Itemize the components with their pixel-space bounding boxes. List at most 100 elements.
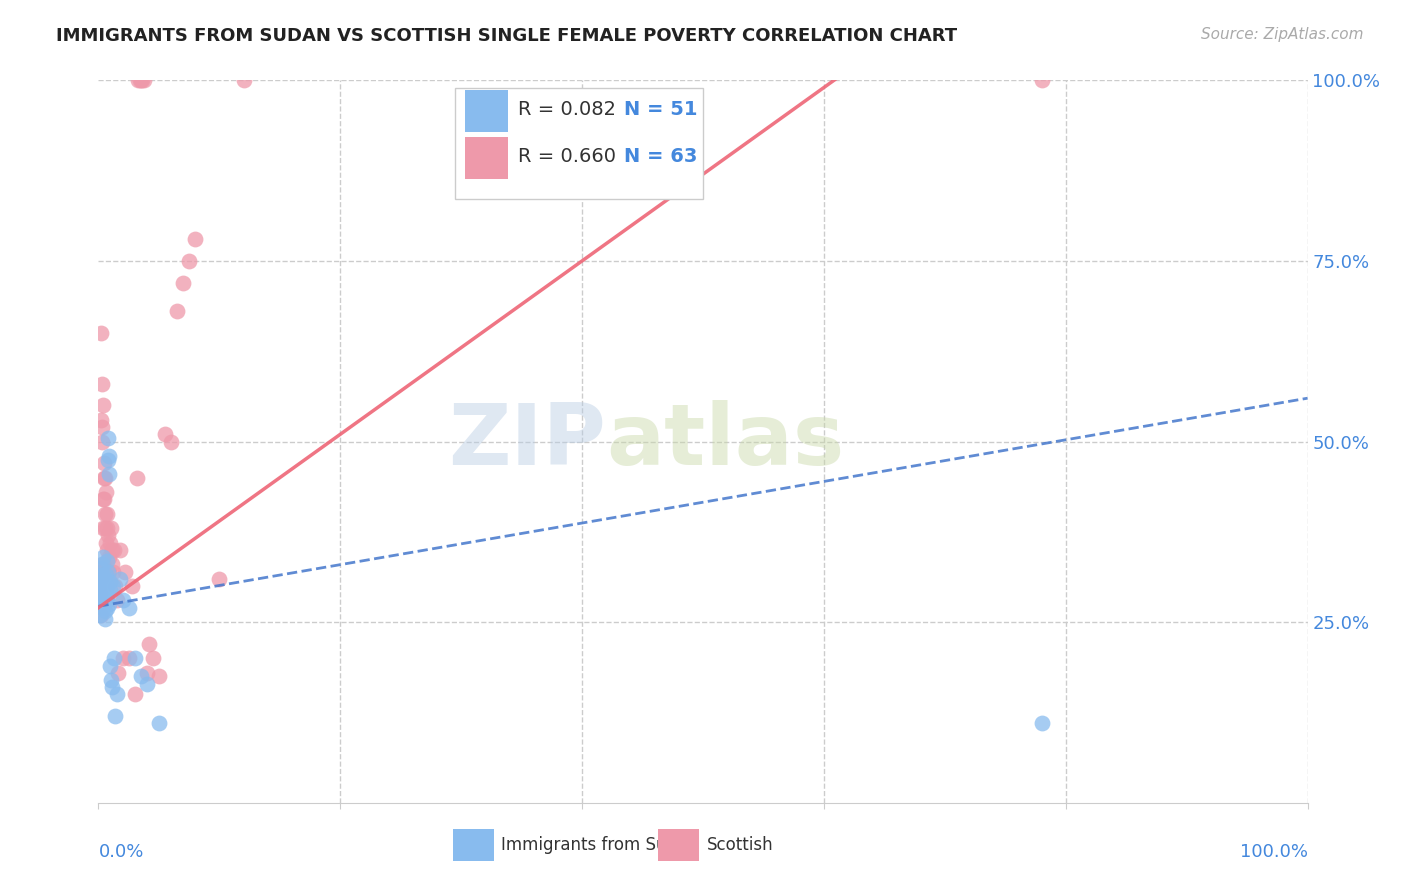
Text: Source: ZipAtlas.com: Source: ZipAtlas.com [1201,27,1364,42]
Point [96,535,118,549]
Text: 100.0%: 100.0% [1240,843,1308,861]
Point [1031,73,1053,87]
Point [94,593,117,607]
Point [97,565,120,579]
Point [96,600,118,615]
Point [129,669,152,683]
Point [94,579,117,593]
Point [96,521,118,535]
Point [179,253,201,268]
Point [90,607,112,622]
Point [91,434,114,449]
Point [98,550,121,565]
Point [135,665,157,680]
Point [96,568,118,582]
Point [172,276,194,290]
Point [89,579,111,593]
Point [90,586,112,600]
Point [90,572,112,586]
Text: Immigrants from Sudan: Immigrants from Sudan [501,836,697,854]
Point [93,590,115,604]
Point [89,593,111,607]
Point [91,593,114,607]
Point [98,658,121,673]
Point [98,449,121,463]
Point [98,597,121,611]
Text: R = 0.660: R = 0.660 [517,146,616,166]
Point [91,398,114,412]
Point [94,586,117,600]
Point [90,413,112,427]
Point [108,542,131,557]
Point [90,376,112,391]
Point [1031,716,1053,731]
Point [90,568,112,582]
Point [100,521,122,535]
Point [98,535,121,549]
Point [96,579,118,593]
Point [93,492,115,507]
Point [104,579,127,593]
Point [94,507,117,521]
Point [103,651,125,665]
Text: IMMIGRANTS FROM SUDAN VS SCOTTISH SINGLE FEMALE POVERTY CORRELATION CHART: IMMIGRANTS FROM SUDAN VS SCOTTISH SINGLE… [56,27,957,45]
Point [129,73,152,87]
Point [91,575,114,590]
Point [111,651,134,665]
Point [105,687,128,701]
Point [91,420,114,434]
Point [208,572,231,586]
Point [93,456,115,470]
Point [118,651,141,665]
Point [93,470,115,484]
Point [124,651,146,665]
Point [93,572,115,586]
Point [105,593,128,607]
Point [94,611,117,625]
Text: R = 0.082: R = 0.082 [517,100,616,119]
Point [89,579,111,593]
Point [142,651,165,665]
Point [97,452,120,467]
Point [100,680,122,694]
Point [91,600,114,615]
Point [101,579,124,593]
Point [131,73,153,87]
Point [184,232,207,246]
Point [91,521,114,535]
Point [97,431,120,445]
Point [108,572,131,586]
Point [90,582,112,597]
Point [138,637,160,651]
Point [94,485,117,500]
FancyBboxPatch shape [465,136,509,179]
Point [89,572,111,586]
Point [111,593,134,607]
Point [91,568,114,582]
Point [127,470,149,484]
Point [90,558,112,572]
Point [93,470,115,484]
Point [91,558,114,572]
Point [93,492,115,507]
Point [97,528,120,542]
Point [166,304,188,318]
Text: Scottish: Scottish [707,836,773,854]
Text: N = 63: N = 63 [624,146,697,166]
FancyBboxPatch shape [465,90,509,132]
Point [160,434,183,449]
Point [104,709,127,723]
FancyBboxPatch shape [456,87,703,200]
Point [153,427,176,442]
Point [128,73,150,87]
Point [232,73,254,87]
FancyBboxPatch shape [658,829,699,861]
Point [97,565,120,579]
Point [93,579,115,593]
Point [148,669,170,683]
Point [114,565,136,579]
FancyBboxPatch shape [453,829,494,861]
Point [94,521,117,535]
Point [148,716,170,731]
Point [96,593,118,607]
